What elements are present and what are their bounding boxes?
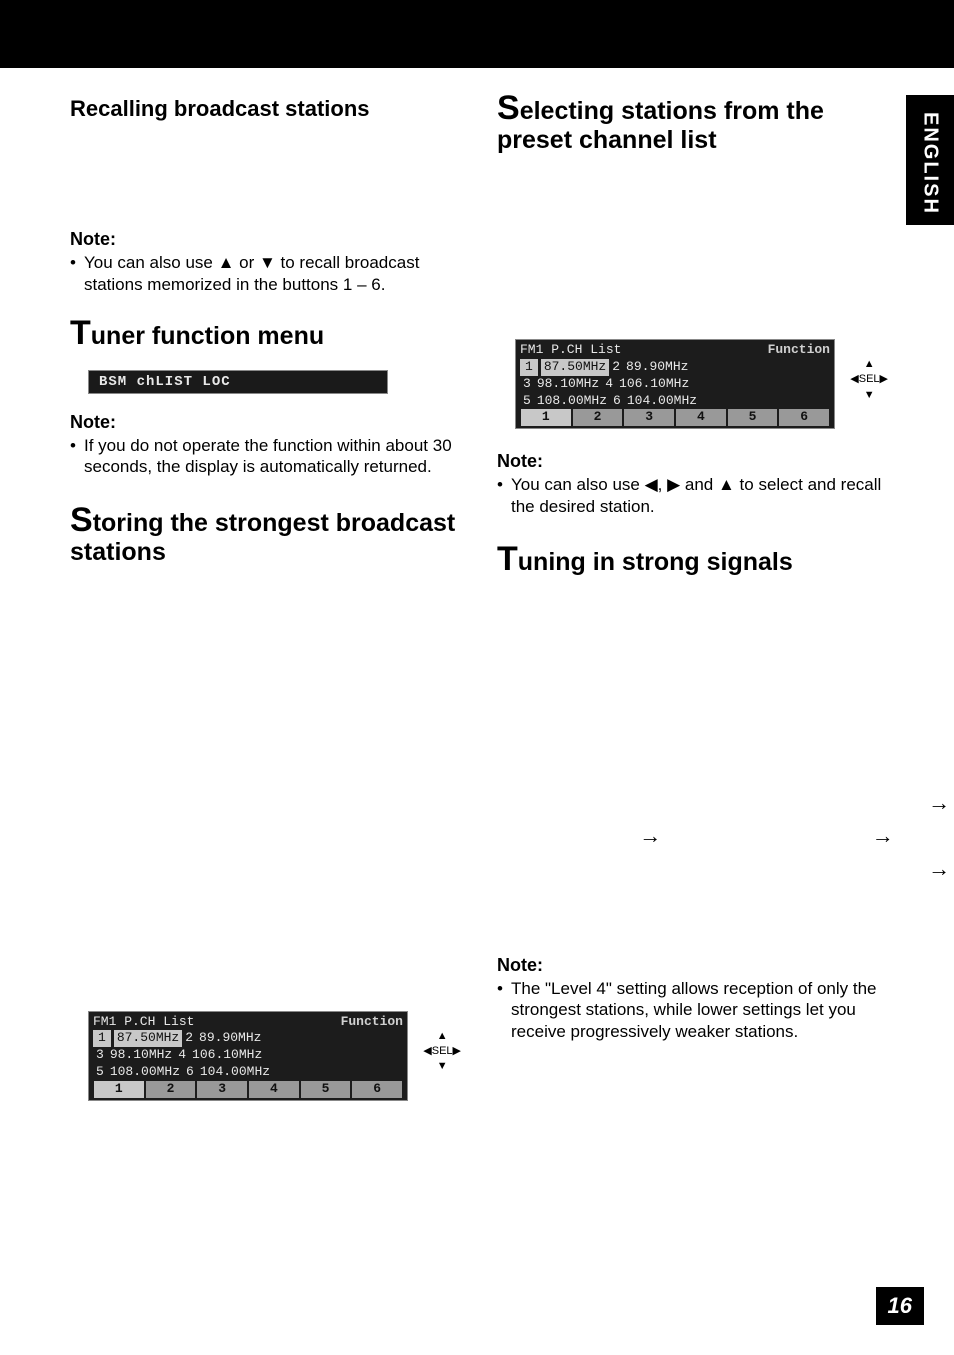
- note-body: You can also use ▲ or ▼ to recall broadc…: [70, 252, 467, 295]
- lcd-preset-num: 4: [602, 376, 616, 393]
- lcd-freq: 106.10MHz: [189, 1047, 265, 1064]
- lcd-title-left: FM1 P.CH List: [520, 342, 621, 359]
- lcd-preset-num: 5: [520, 393, 534, 410]
- heading-tuner-menu: Tuner function menu: [70, 315, 467, 352]
- note-label: Note:: [70, 412, 467, 433]
- lcd-btn: 4: [249, 1081, 299, 1098]
- lcd-preset-num: 3: [520, 376, 534, 393]
- lcd-btn: 6: [779, 409, 829, 426]
- lcd-sel-label: SEL: [859, 373, 880, 385]
- lcd-btn: 1: [521, 409, 571, 426]
- heading-storing: Storing the strongest broadcast stations: [70, 502, 467, 567]
- lcd-menu-strip: BSM chLIST LOC: [88, 370, 388, 394]
- heading-rest: uning in strong signals: [518, 548, 793, 576]
- heading-tuning: Tuning in strong signals: [497, 541, 894, 578]
- dropcap: T: [70, 314, 91, 352]
- lcd-btn: 3: [197, 1081, 247, 1098]
- left-column: Recalling broadcast stations Note: You c…: [70, 96, 467, 1107]
- lcd-freq: 104.00MHz: [197, 1064, 273, 1081]
- lcd-btn: 5: [728, 409, 778, 426]
- lcd-sel-label: SEL: [432, 1045, 453, 1057]
- lcd-preset-num: 2: [609, 359, 623, 376]
- dropcap: T: [497, 540, 518, 578]
- heading-rest: uner function menu: [91, 322, 324, 350]
- lcd-freq: 98.10MHz: [107, 1047, 175, 1064]
- lcd-preset-num: 2: [182, 1030, 196, 1047]
- note-label: Note:: [497, 451, 894, 472]
- note-label: Note:: [70, 229, 467, 250]
- lcd-btn: 6: [352, 1081, 402, 1098]
- lcd-button-row: 1 2 3 4 5 6: [93, 1081, 403, 1098]
- lcd-freq: 87.50MHz: [114, 1030, 182, 1047]
- lcd-preset-num: 3: [93, 1047, 107, 1064]
- note-body: The "Level 4" setting allows reception o…: [497, 978, 894, 1042]
- lcd-btn: 2: [146, 1081, 196, 1098]
- lcd-freq: 108.00MHz: [534, 393, 610, 410]
- lcd-freq: 108.00MHz: [107, 1064, 183, 1081]
- dropcap: S: [70, 501, 93, 539]
- lcd-btn: 4: [676, 409, 726, 426]
- heading-selecting: Selecting stations from the preset chann…: [497, 90, 894, 155]
- lcd-button-row: 1 2 3 4 5 6: [520, 409, 830, 426]
- lcd-freq: 106.10MHz: [616, 376, 692, 393]
- arrow-row: → →: [567, 852, 894, 885]
- note-label: Note:: [497, 955, 894, 976]
- lcd-preset-num: 1: [520, 359, 538, 376]
- lcd-freq: 89.90MHz: [196, 1030, 264, 1047]
- lcd-preset-num: 6: [610, 393, 624, 410]
- language-tab: ENGLISH: [906, 95, 954, 225]
- heading-rest: toring the strongest broadcast stations: [70, 509, 455, 566]
- lcd-btn: 2: [573, 409, 623, 426]
- arrow-diagram: → → → → → →: [497, 776, 894, 895]
- lcd-preset-num: 1: [93, 1030, 111, 1047]
- note-body: If you do not operate the function withi…: [70, 435, 467, 478]
- lcd-freq: 87.50MHz: [541, 359, 609, 376]
- heading-rest: electing stations from the preset channe…: [497, 97, 824, 154]
- lcd-title-right: Function: [768, 342, 830, 359]
- lcd-pch-screen: FM1 P.CH List Function 1 87.50MHz 2 89.9…: [70, 1011, 467, 1101]
- dropcap: S: [497, 89, 520, 127]
- top-banner: [0, 0, 954, 68]
- note-body: You can also use ◀, ▶ and ▲ to select an…: [497, 474, 894, 517]
- lcd-title-right: Function: [341, 1014, 403, 1031]
- lcd-nav-icons: ▲◀SEL▶▼: [423, 1029, 461, 1075]
- lcd-preset-num: 4: [175, 1047, 189, 1064]
- arrow-row: → →: [567, 819, 894, 852]
- lcd-freq: 98.10MHz: [534, 376, 602, 393]
- lcd-freq: 104.00MHz: [624, 393, 700, 410]
- lcd-nav-icons: ▲◀SEL▶▼: [850, 357, 888, 403]
- lcd-pch-screen: FM1 P.CH List Function 1 87.50MHz 2 89.9…: [497, 339, 894, 429]
- lcd-btn: 3: [624, 409, 674, 426]
- lcd-btn: 1: [94, 1081, 144, 1098]
- lcd-preset-num: 6: [183, 1064, 197, 1081]
- page-number: 16: [876, 1287, 924, 1325]
- lcd-freq: 89.90MHz: [623, 359, 691, 376]
- lcd-btn: 5: [301, 1081, 351, 1098]
- arrow-row: → →: [567, 786, 894, 819]
- lcd-title-left: FM1 P.CH List: [93, 1014, 194, 1031]
- heading-recalling: Recalling broadcast stations: [70, 96, 467, 121]
- right-column: Selecting stations from the preset chann…: [497, 96, 894, 1107]
- page-content: Recalling broadcast stations Note: You c…: [0, 68, 954, 1107]
- lcd-preset-num: 5: [93, 1064, 107, 1081]
